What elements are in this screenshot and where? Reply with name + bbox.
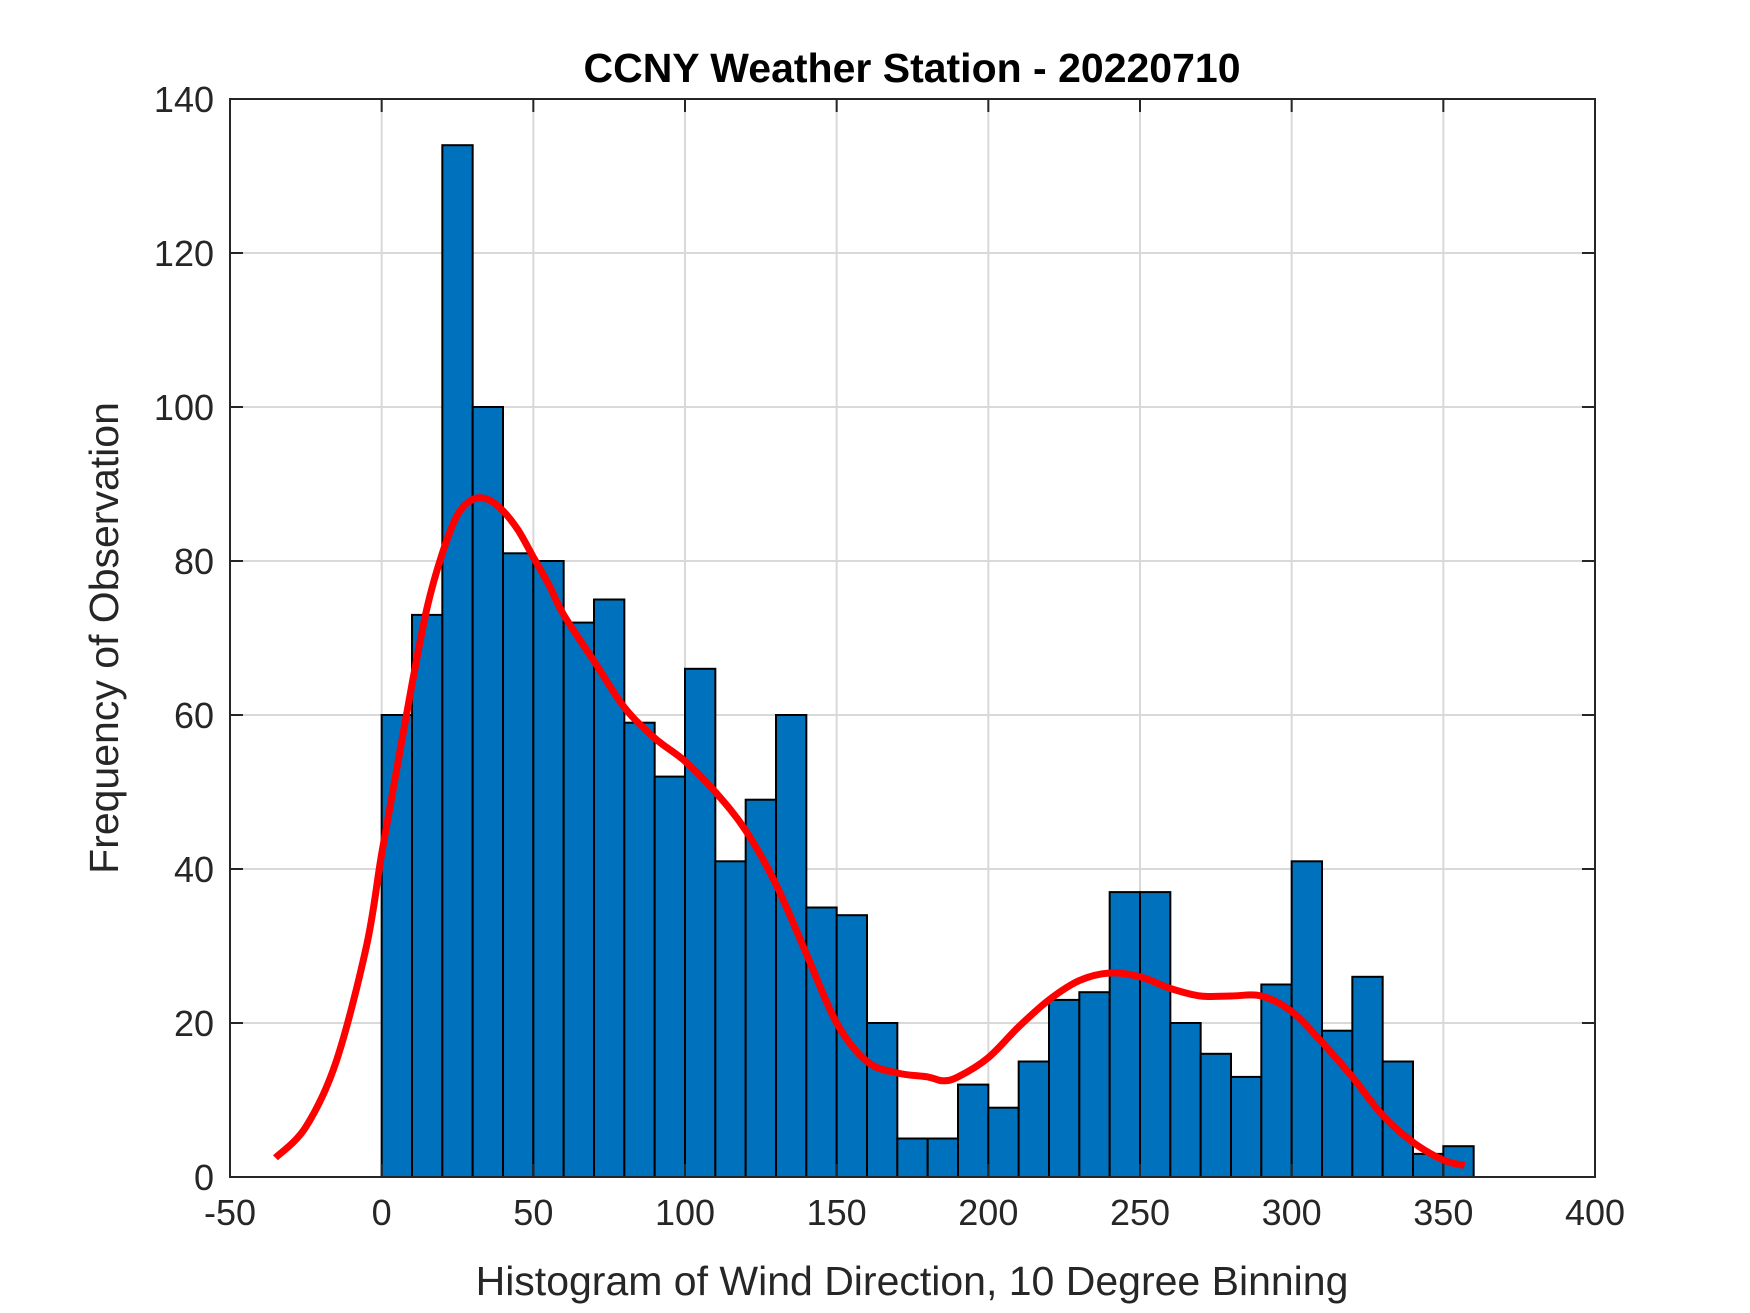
x-tick-label: 350 bbox=[1413, 1192, 1473, 1233]
x-tick-label: 300 bbox=[1262, 1192, 1322, 1233]
x-tick-label: 150 bbox=[807, 1192, 867, 1233]
x-tick-label: 100 bbox=[655, 1192, 715, 1233]
histogram-bar bbox=[684, 667, 717, 1178]
histogram-bar bbox=[653, 775, 687, 1178]
histogram-bar bbox=[502, 552, 535, 1178]
histogram-bar bbox=[1351, 975, 1384, 1178]
x-tick-label: 250 bbox=[1110, 1192, 1170, 1233]
y-tick-label: 100 bbox=[154, 387, 214, 428]
x-tick-label: -50 bbox=[204, 1192, 256, 1233]
histogram-bar bbox=[411, 613, 444, 1178]
histogram-bar bbox=[1260, 983, 1293, 1178]
histogram-bar bbox=[1230, 1075, 1263, 1179]
y-tick-label: 80 bbox=[174, 541, 214, 582]
y-axis-label: Frequency of Observation bbox=[81, 402, 127, 874]
chart-title: CCNY Weather Station - 20220710 bbox=[583, 45, 1240, 91]
histogram-bar bbox=[1139, 891, 1172, 1178]
histogram-bar bbox=[623, 721, 656, 1178]
histogram-bar bbox=[471, 406, 504, 1178]
histogram-bar bbox=[1321, 1029, 1354, 1178]
histogram-bar bbox=[562, 621, 596, 1178]
density-curve-line bbox=[273, 494, 1466, 1169]
histogram-bar bbox=[957, 1083, 990, 1178]
histogram-bar bbox=[1199, 1052, 1232, 1179]
histogram-bar bbox=[926, 1137, 960, 1178]
y-tick-label: 40 bbox=[174, 849, 214, 890]
histogram-bar bbox=[805, 906, 838, 1178]
histogram-bar bbox=[866, 1022, 899, 1178]
plot-frame bbox=[229, 98, 1596, 1178]
x-tick-labels: -50 0 50 100 150 200 250 300 350 400 bbox=[204, 1192, 1625, 1233]
histogram-bar bbox=[1048, 998, 1081, 1179]
histogram-bar bbox=[1017, 1060, 1051, 1178]
y-tick-labels: 0 20 40 60 80 100 120 140 bbox=[154, 79, 214, 1198]
histogram-bar bbox=[1078, 991, 1111, 1179]
y-tick-label: 20 bbox=[174, 1003, 214, 1044]
x-tick-label: 200 bbox=[958, 1192, 1018, 1233]
y-tick-label: 60 bbox=[174, 695, 214, 736]
y-tick-label: 0 bbox=[194, 1157, 214, 1198]
y-tick-label: 120 bbox=[154, 233, 214, 274]
histogram-bars bbox=[380, 144, 1475, 1179]
x-tick-label: 50 bbox=[513, 1192, 553, 1233]
x-tick-label: 400 bbox=[1565, 1192, 1625, 1233]
density-curve bbox=[273, 494, 1466, 1169]
x-axis-label: Histogram of Wind Direction, 10 Degree B… bbox=[476, 1258, 1349, 1304]
y-tick-label: 140 bbox=[154, 79, 214, 120]
histogram-bar bbox=[1169, 1022, 1202, 1178]
axis-ticks bbox=[229, 98, 1596, 1178]
histogram-bar bbox=[1108, 891, 1141, 1178]
histogram-bar bbox=[896, 1137, 929, 1178]
histogram-bar bbox=[532, 560, 565, 1178]
histogram-bar bbox=[441, 144, 474, 1179]
histogram-bar bbox=[714, 860, 747, 1178]
x-tick-label: 0 bbox=[372, 1192, 392, 1233]
histogram-bar bbox=[987, 1106, 1020, 1178]
